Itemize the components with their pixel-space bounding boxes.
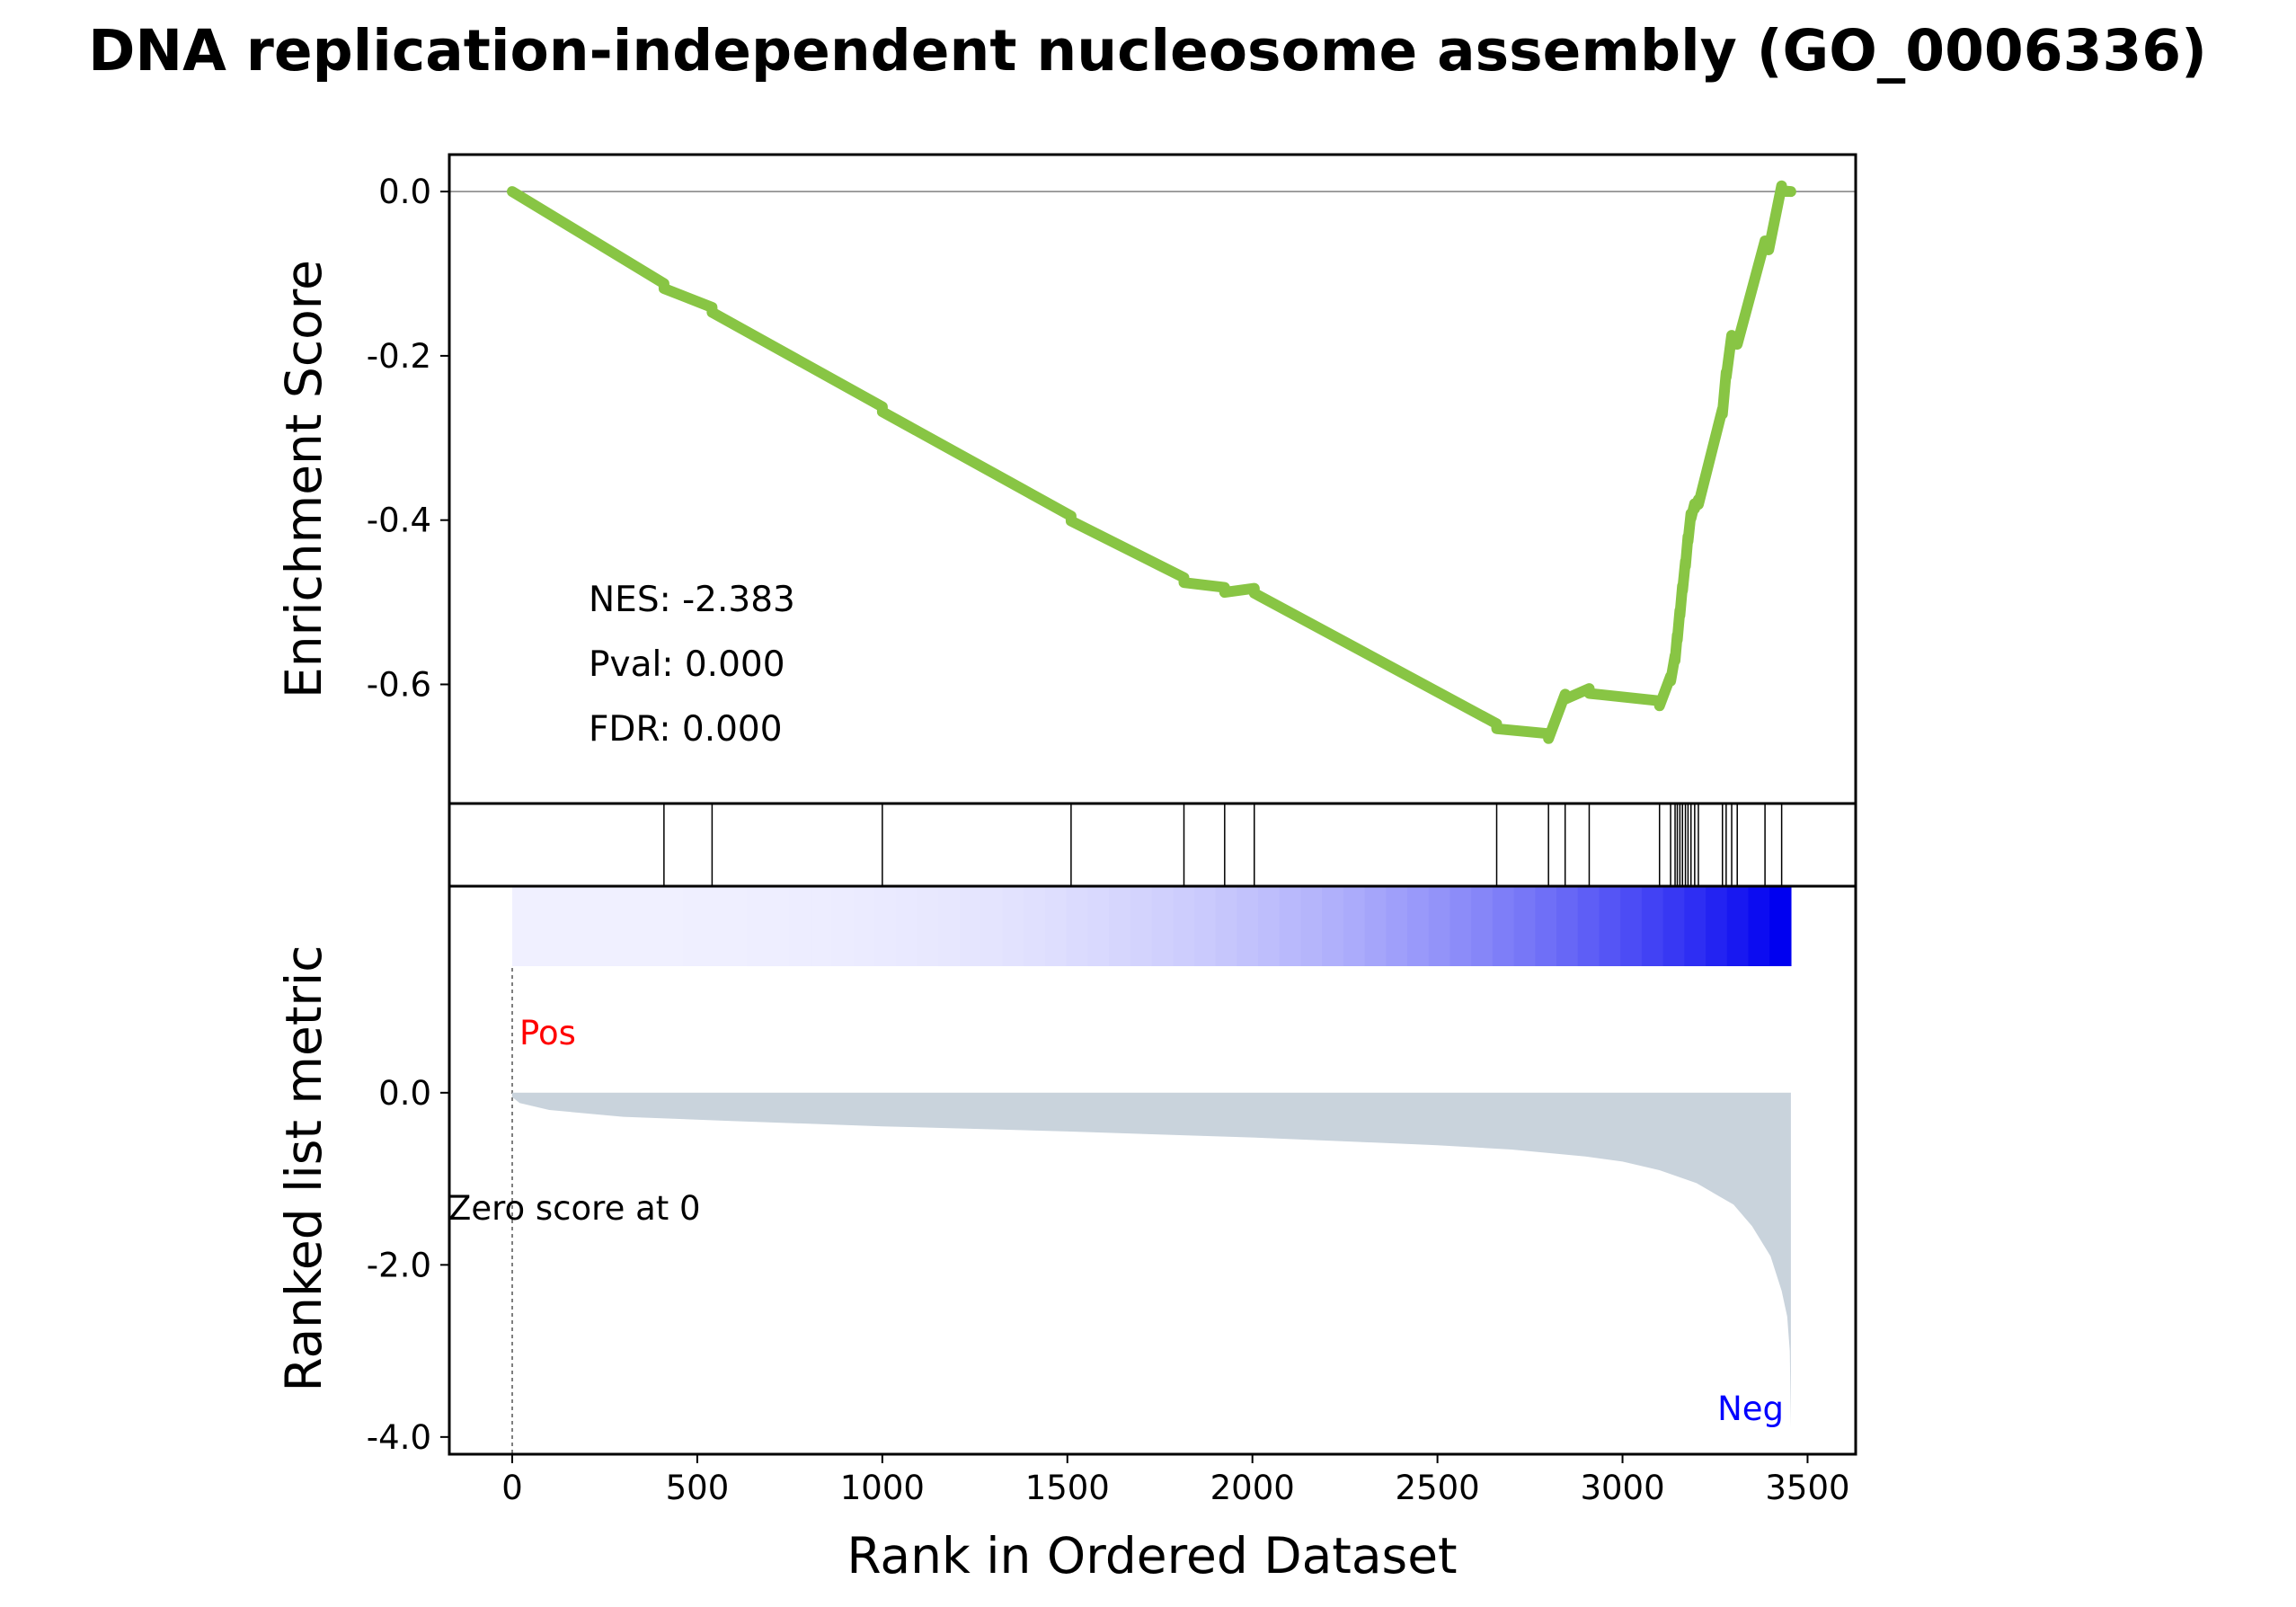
enrichment-score-panel: 0.0-0.2-0.4-0.6 NES: -2.383 Pval: 0.000 …	[275, 153, 1857, 805]
pos-label: Pos	[519, 1014, 576, 1052]
heatmap-cell	[1449, 887, 1472, 966]
ranked-y-tick-label: -2.0	[367, 1246, 431, 1284]
heatmap-cell	[746, 887, 769, 966]
ranked-y-tick-label: 0.0	[378, 1074, 431, 1113]
heatmap-cell	[1044, 887, 1068, 966]
heatmap-cell	[1343, 887, 1366, 966]
heatmap-cell	[1364, 887, 1387, 966]
heatmap-cell	[1641, 887, 1664, 966]
x-tick-label: 2000	[1210, 1469, 1295, 1507]
heatmap-cell	[597, 887, 620, 966]
heatmap-cell	[1130, 887, 1153, 966]
heatmap-cell	[661, 887, 684, 966]
heatmap-cell	[895, 887, 918, 966]
heatmap-cell	[1620, 887, 1643, 966]
heatmap-cell	[767, 887, 790, 966]
heatmap-cell	[1300, 887, 1323, 966]
heatmap-cell	[980, 887, 1004, 966]
pval-stat: Pval: 0.000	[589, 644, 785, 685]
heatmap-cell	[704, 887, 726, 966]
x-tick-label: 0	[501, 1469, 523, 1507]
heatmap-cell	[853, 887, 875, 966]
ranked-y-ticks: 0.0 -2.0 -4.0	[367, 1074, 449, 1457]
heatmap-cell	[1173, 887, 1195, 966]
heatmap-cell	[1769, 887, 1792, 966]
heatmap-cell	[618, 887, 641, 966]
heatmap-cell	[874, 887, 897, 966]
enrichment-y-tick-label: -0.4	[367, 502, 431, 540]
heatmap-cell	[1407, 887, 1430, 966]
nes-stat: NES: -2.383	[589, 580, 795, 620]
heatmap-cell	[938, 887, 961, 966]
heatmap-cell	[533, 887, 556, 966]
enrichment-y-tick-label: -0.6	[367, 665, 431, 704]
gene-hit-lines	[663, 804, 1783, 886]
heatmap-cell	[1428, 887, 1451, 966]
heatmap-cell	[512, 887, 535, 966]
enrichment-y-tick-label: 0.0	[378, 173, 431, 211]
x-tick-label: 3000	[1580, 1469, 1664, 1507]
heatmap-cell	[1193, 887, 1217, 966]
ranked-metric-area	[512, 1092, 1791, 1429]
x-tick-label: 1500	[1025, 1469, 1110, 1507]
heatmap-cell	[811, 887, 833, 966]
heatmap-cell	[576, 887, 598, 966]
heatmap-cell	[789, 887, 811, 966]
x-axis-ticks: 0 500 1000 1500 2000 2500 3000 3500	[501, 1454, 1850, 1507]
zero-score-label: Zero score at 0	[448, 1189, 701, 1228]
fdr-stat: FDR: 0.000	[589, 709, 783, 750]
hits-panel-frame	[448, 802, 1857, 888]
neg-label: Neg	[1717, 1389, 1784, 1428]
gene-hits-panel	[448, 802, 1857, 888]
enrichment-y-axis-label: Enrichment Score	[275, 260, 332, 698]
ranked-metric-panel: Pos Neg Zero score at 0 0.0 -2.0 -4.0 0 500…	[275, 884, 1857, 1585]
enrichment-y-tick-label: -0.2	[367, 337, 431, 376]
x-tick-label: 3500	[1765, 1469, 1849, 1507]
heatmap-cell	[1726, 887, 1750, 966]
heatmap-cell	[1002, 887, 1024, 966]
heatmap-cell	[1087, 887, 1110, 966]
heatmap-cell	[1279, 887, 1302, 966]
heatmap-cell	[1386, 887, 1408, 966]
heatmap-cell	[1258, 887, 1281, 966]
heatmap-cell	[1492, 887, 1515, 966]
x-tick-label: 2500	[1396, 1469, 1480, 1507]
heatmap-cell	[1109, 887, 1131, 966]
heatmap-cell	[1535, 887, 1557, 966]
ranked-panel-frame	[448, 884, 1857, 1456]
enrichment-panel-frame	[448, 153, 1857, 805]
heatmap-cell	[1151, 887, 1174, 966]
heatmap-cell	[1066, 887, 1088, 966]
rank-heatmap-bar	[512, 887, 1792, 966]
x-tick-label: 1000	[840, 1469, 925, 1507]
heatmap-cell	[640, 887, 662, 966]
heatmap-cell	[1237, 887, 1259, 966]
heatmap-cell	[1513, 887, 1536, 966]
heatmap-cell	[1684, 887, 1706, 966]
heatmap-cell	[917, 887, 939, 966]
heatmap-cell	[554, 887, 577, 966]
heatmap-cell	[1024, 887, 1046, 966]
heatmap-cell	[1748, 887, 1770, 966]
heatmap-cell	[1577, 887, 1600, 966]
heatmap-cell	[1471, 887, 1494, 966]
heatmap-cell	[1706, 887, 1728, 966]
x-tick-label: 500	[666, 1469, 730, 1507]
heatmap-cell	[682, 887, 705, 966]
heatmap-cell	[1322, 887, 1344, 966]
x-axis-label: Rank in Ordered Dataset	[847, 1527, 1457, 1585]
heatmap-cell	[1556, 887, 1579, 966]
enrichment-y-ticks: 0.0 -0.2 -0.4 -0.6	[367, 173, 449, 704]
heatmap-cell	[960, 887, 982, 966]
enrichment-score-line	[507, 180, 1796, 744]
heatmap-cell	[831, 887, 855, 966]
heatmap-cell	[1599, 887, 1621, 966]
heatmap-cell	[1662, 887, 1685, 966]
ranked-y-axis-label: Ranked list metric	[275, 945, 332, 1391]
heatmap-cell	[1215, 887, 1237, 966]
ranked-y-tick-label: -4.0	[367, 1418, 431, 1457]
heatmap-cell	[725, 887, 748, 966]
chart-title: DNA replication-independent nucleosome a…	[88, 18, 2207, 84]
